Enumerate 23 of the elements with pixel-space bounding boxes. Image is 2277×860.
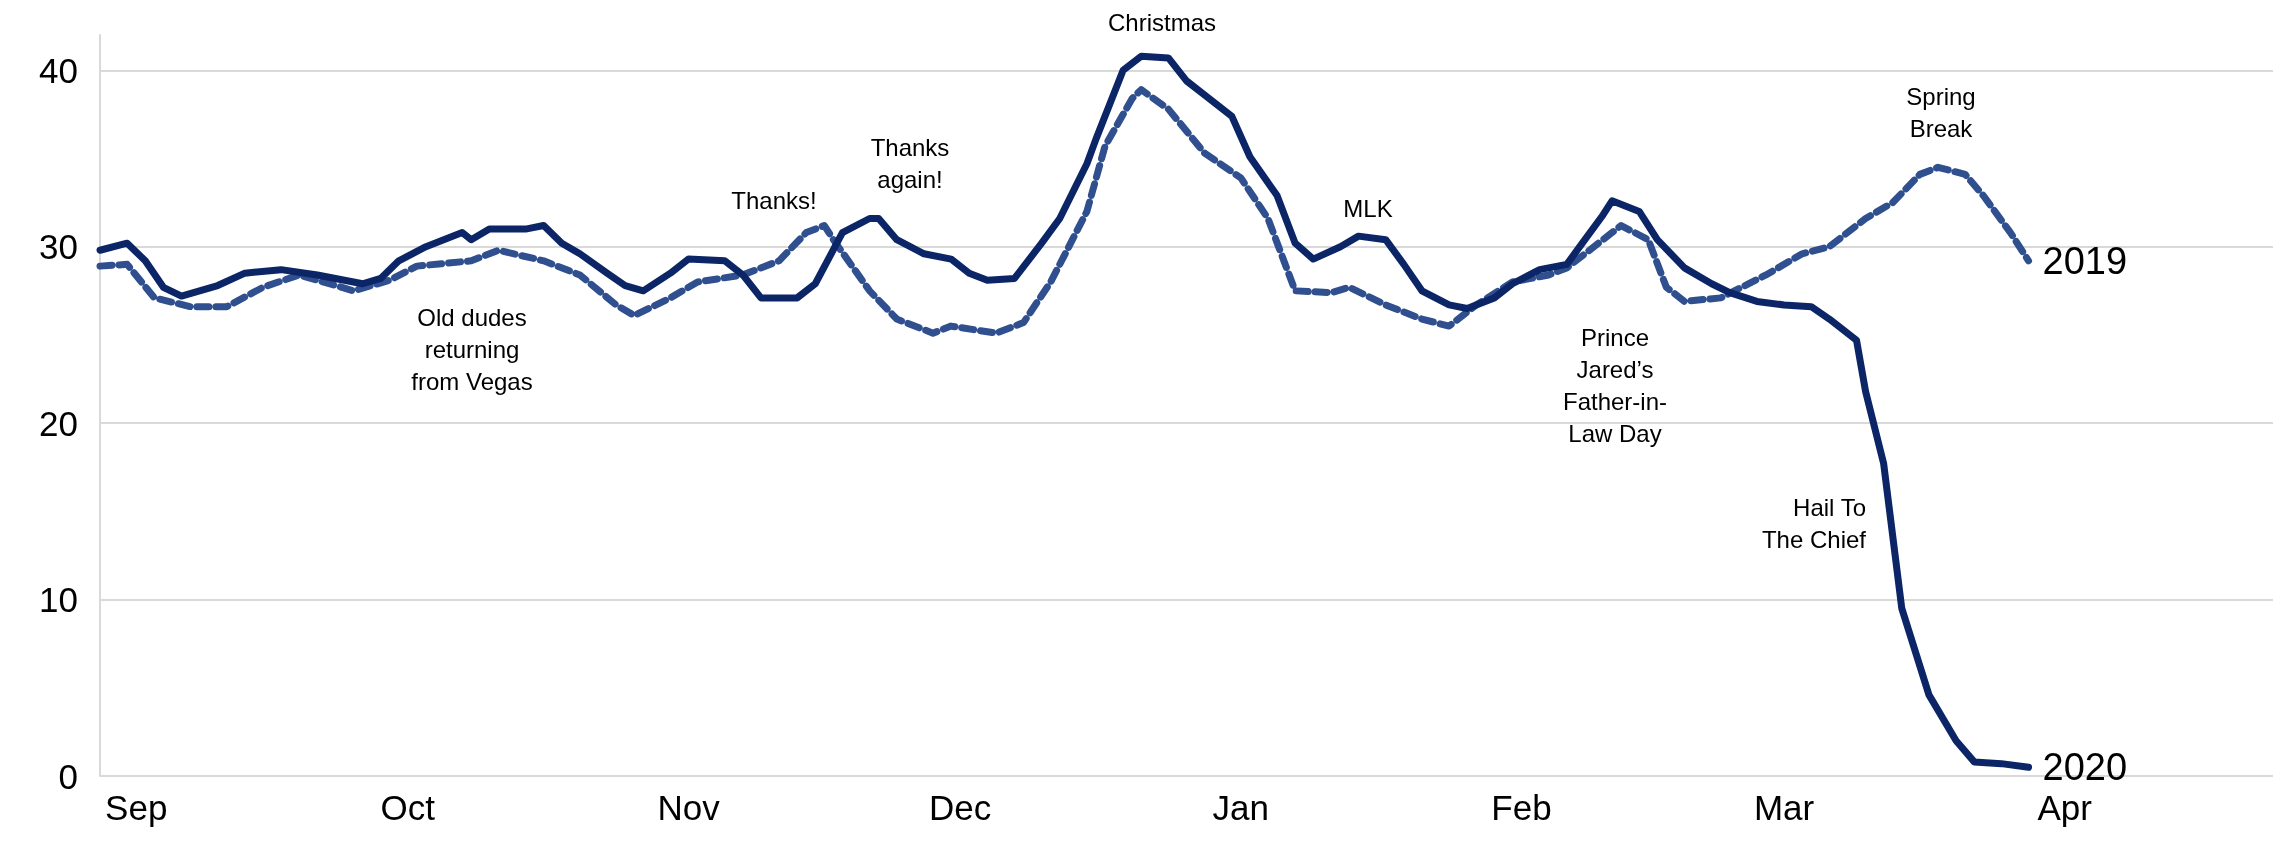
annotation: Thanks! — [731, 186, 817, 214]
text: Christmas — [1107, 8, 1217, 36]
x-tick-label: Mar — [1753, 788, 1815, 827]
y-tick-label: 20 — [39, 403, 78, 443]
annotation: Prince Jared’s Father-in- Law Day — [1562, 323, 1668, 447]
y-tick-label: 0 — [58, 756, 78, 796]
y-tick-label: 10 — [39, 580, 78, 620]
y-tick-label: 40 — [39, 50, 78, 90]
annotation: Old dudes returning from Vegas — [411, 303, 533, 395]
annotation: Spring Break — [1906, 82, 1976, 142]
x-tick-label: Oct — [380, 788, 436, 827]
annotation: Thanks again! — [870, 133, 950, 193]
series-label: 2020 — [2042, 746, 2128, 789]
x-tick-label: Dec — [929, 788, 992, 827]
x-tick-label: Feb — [1491, 788, 1552, 827]
series-label: 2019 — [2042, 239, 2128, 282]
y-tick-label: 30 — [39, 227, 78, 267]
x-tick-label: Jan — [1212, 788, 1270, 827]
annotation: MLK — [1343, 194, 1393, 222]
x-tick-label: Nov — [657, 788, 721, 827]
annotation: Hail To The Chief — [1761, 493, 1867, 553]
x-tick-label: Apr — [2037, 788, 2093, 827]
x-tick-label: Sep — [105, 788, 168, 827]
